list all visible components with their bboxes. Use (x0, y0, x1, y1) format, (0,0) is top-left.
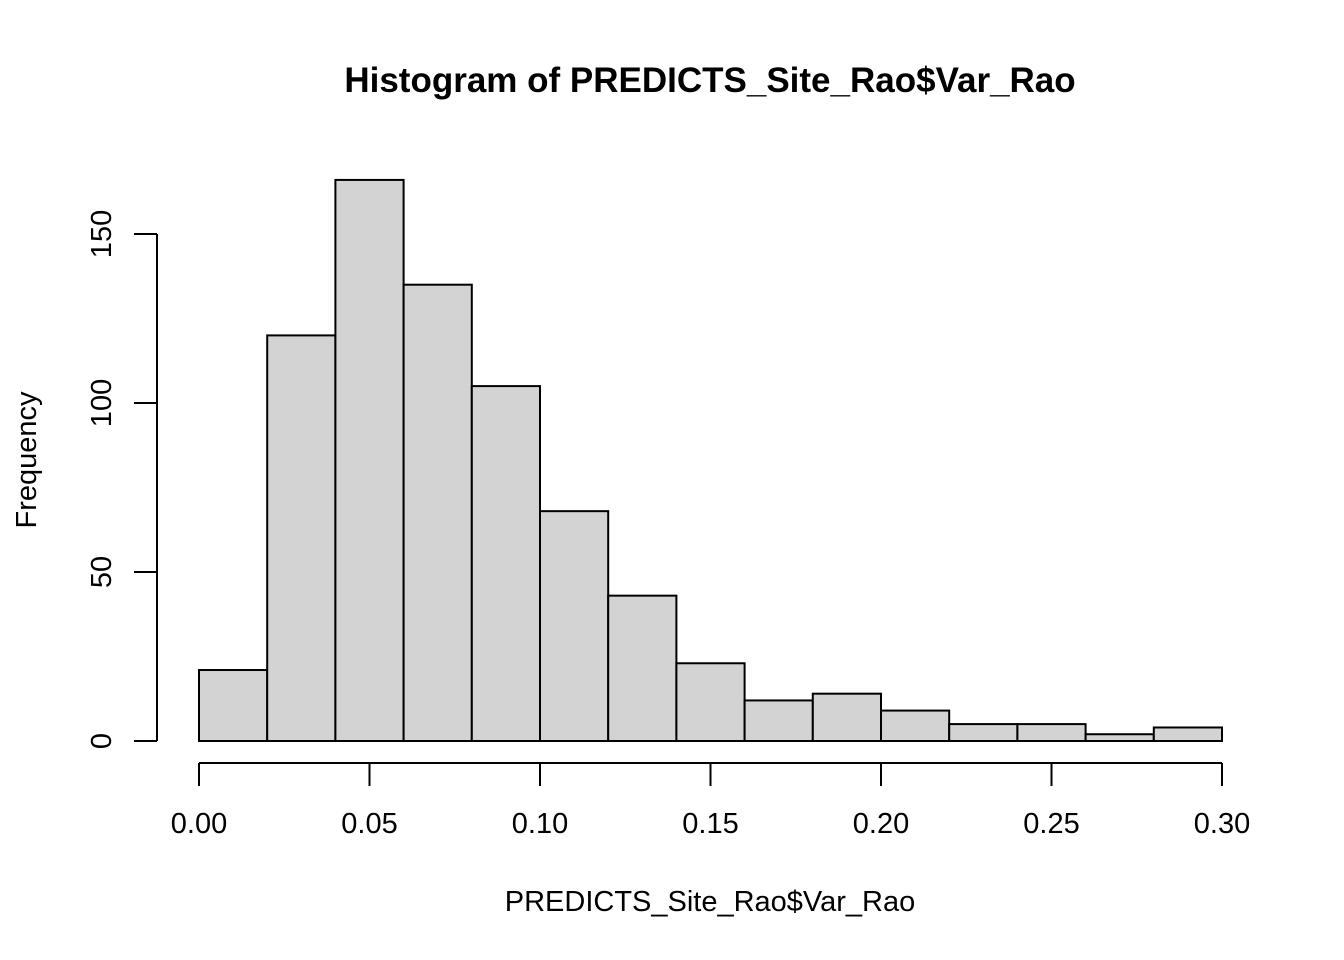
histogram-bar (1152, 726, 1224, 742)
histogram-bar (1016, 723, 1087, 742)
chart-title: Histogram of PREDICTS_Site_Rao$Var_Rao (344, 61, 1075, 100)
histogram-bar (334, 178, 405, 743)
histogram-bar (1084, 733, 1155, 742)
bars-group (198, 178, 1224, 743)
x-axis-label: PREDICTS_Site_Rao$Var_Rao (505, 886, 916, 918)
histogram-bar (880, 709, 951, 743)
y-tick-label: 0 (86, 733, 118, 749)
x-tick-label: 0.10 (512, 808, 568, 840)
y-tick-label: 150 (86, 210, 118, 258)
histogram-bar (198, 669, 269, 743)
y-tick-label: 100 (86, 379, 118, 427)
histogram-bar (266, 334, 337, 742)
x-tick-label: 0.20 (853, 808, 909, 840)
histogram-bar (743, 699, 814, 743)
histogram-bar (675, 662, 746, 743)
x-tick-label: 0.00 (171, 808, 227, 840)
x-tick-label: 0.15 (682, 808, 738, 840)
x-tick-label: 0.30 (1194, 808, 1250, 840)
y-axis-label: Frequency (11, 391, 43, 529)
x-axis: 0.00 0.05 0.10 0.15 0.20 0.25 0.30 (171, 762, 1250, 840)
x-tick-label: 0.25 (1023, 808, 1079, 840)
y-tick-label: 50 (86, 556, 118, 588)
x-tick-label: 0.05 (341, 808, 397, 840)
histogram-bar (402, 283, 473, 742)
histogram-bar (948, 723, 1019, 742)
histogram-bar (539, 510, 610, 742)
histogram-bar (811, 692, 882, 742)
y-axis: 0 50 100 150 (86, 210, 158, 749)
histogram-bar (607, 594, 678, 742)
histogram-bar (470, 385, 541, 742)
